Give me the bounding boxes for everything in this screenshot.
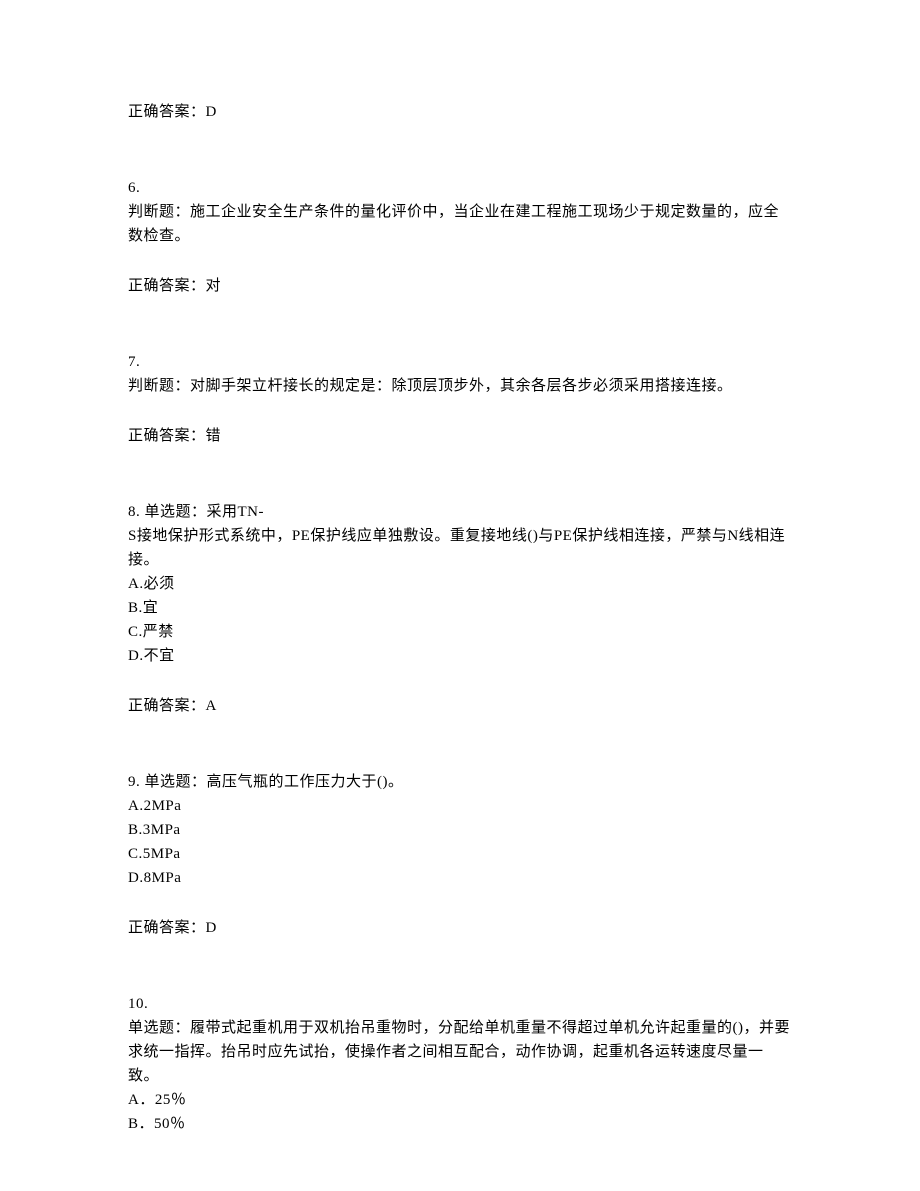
- q9-option-d: D.8MPa: [128, 866, 792, 890]
- q9-option-a: A.2MPa: [128, 794, 792, 818]
- q8-option-d: D.不宜: [128, 644, 792, 668]
- q10-text: 单选题：履带式起重机用于双机抬吊重物时，分配给单机重量不得超过单机允许起重量的(…: [128, 1016, 792, 1088]
- q8-option-c: C.严禁: [128, 620, 792, 644]
- q8-option-b: B.宜: [128, 596, 792, 620]
- q10-num: 10.: [128, 992, 792, 1016]
- q8-text: S接地保护形式系统中，PE保护线应单独敷设。重复接地线()与PE保护线相连接，严…: [128, 524, 792, 572]
- q8-num: 8. 单选题：采用TN-: [128, 500, 792, 524]
- q6-text: 判断题：施工企业安全生产条件的量化评价中，当企业在建工程施工现场少于规定数量的，…: [128, 200, 792, 248]
- question-9: 9. 单选题：高压气瓶的工作压力大于()。 A.2MPa B.3MPa C.5M…: [128, 770, 792, 940]
- q5-answer: 正确答案：D: [128, 100, 792, 124]
- q9-num: 9. 单选题：高压气瓶的工作压力大于()。: [128, 770, 792, 794]
- q9-option-b: B.3MPa: [128, 818, 792, 842]
- q7-num: 7.: [128, 350, 792, 374]
- q8-answer: 正确答案：A: [128, 694, 792, 718]
- q6-answer: 正确答案：对: [128, 274, 792, 298]
- q10-option-b: B．50％: [128, 1112, 792, 1136]
- q9-option-c: C.5MPa: [128, 842, 792, 866]
- q9-answer: 正确答案：D: [128, 916, 792, 940]
- question-7: 7. 判断题：对脚手架立杆接长的规定是：除顶层顶步外，其余各层各步必须采用搭接连…: [128, 350, 792, 448]
- question-8: 8. 单选题：采用TN- S接地保护形式系统中，PE保护线应单独敷设。重复接地线…: [128, 500, 792, 718]
- q8-option-a: A.必须: [128, 572, 792, 596]
- q7-answer: 正确答案：错: [128, 424, 792, 448]
- question-10: 10. 单选题：履带式起重机用于双机抬吊重物时，分配给单机重量不得超过单机允许起…: [128, 992, 792, 1136]
- q10-option-a: A．25％: [128, 1088, 792, 1112]
- q7-text: 判断题：对脚手架立杆接长的规定是：除顶层顶步外，其余各层各步必须采用搭接连接。: [128, 374, 792, 398]
- q6-num: 6.: [128, 176, 792, 200]
- question-6: 6. 判断题：施工企业安全生产条件的量化评价中，当企业在建工程施工现场少于规定数…: [128, 176, 792, 298]
